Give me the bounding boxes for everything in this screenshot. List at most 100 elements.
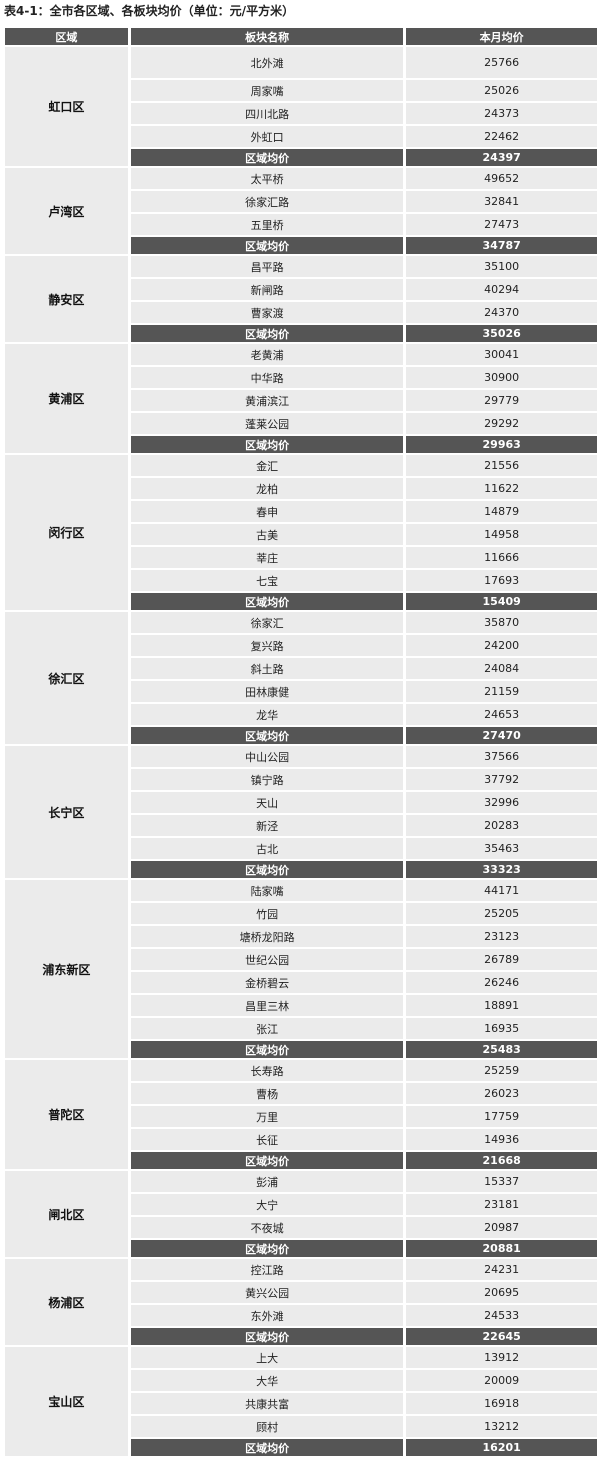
- district-average-row: 区域均价 33323: [5, 861, 597, 878]
- header-monthly-avg: 本月均价: [406, 28, 597, 45]
- block-name: 龙华: [130, 704, 404, 725]
- district-average-row: 区域均价 35026: [5, 325, 597, 342]
- average-label: 区域均价: [130, 727, 404, 744]
- block-name: 东外滩: [130, 1305, 404, 1326]
- table-row: 顾村 13212: [5, 1416, 597, 1437]
- block-price: 25205: [406, 903, 597, 924]
- block-name: 大华: [130, 1370, 404, 1391]
- table-row: 莘庄 11666: [5, 547, 597, 568]
- table-row: 田林康健 21159: [5, 681, 597, 702]
- table-row: 不夜城 20987: [5, 1217, 597, 1238]
- block-price: 24370: [406, 302, 597, 323]
- district-average-row: 区域均价 24397: [5, 149, 597, 166]
- district-name: 长宁区: [5, 746, 128, 878]
- block-price: 30900: [406, 367, 597, 388]
- block-name: 彭浦: [130, 1171, 404, 1192]
- block-name: 顾村: [130, 1416, 404, 1437]
- table-row: 大华 20009: [5, 1370, 597, 1391]
- block-name: 金桥碧云: [130, 972, 404, 993]
- header-row: 区域 板块名称 本月均价: [5, 28, 597, 45]
- block-price: 26246: [406, 972, 597, 993]
- average-label: 区域均价: [130, 1328, 404, 1345]
- district-average-row: 区域均价 29963: [5, 436, 597, 453]
- district-average-row: 区域均价 21668: [5, 1152, 597, 1169]
- table-row: 闵行区 金汇 21556: [5, 455, 597, 610]
- table-row: 浦东新区 陆家嘴 44171: [5, 880, 597, 1058]
- table-row: 外虹口 22462: [5, 126, 597, 147]
- block-name: 共康共富: [130, 1393, 404, 1414]
- block-price: 44171: [406, 880, 597, 901]
- block-price: 35100: [406, 256, 597, 277]
- table-row: 五里桥 27473: [5, 214, 597, 235]
- table-row: 张江 16935: [5, 1018, 597, 1039]
- block-price: 32996: [406, 792, 597, 813]
- average-value: 27470: [406, 727, 597, 744]
- district-name: 闵行区: [5, 455, 128, 610]
- average-label: 区域均价: [130, 1152, 404, 1169]
- block-price: 16935: [406, 1018, 597, 1039]
- table-row: 万里 17759: [5, 1106, 597, 1127]
- table-row: 长宁区 中山公园 37566: [5, 746, 597, 878]
- block-price: 24084: [406, 658, 597, 679]
- table-row: 黄浦区 老黄浦 30041: [5, 344, 597, 453]
- block-name: 北外滩: [130, 47, 404, 78]
- block-name: 陆家嘴: [130, 880, 404, 901]
- block-price: 21556: [406, 455, 597, 476]
- block-price: 21159: [406, 681, 597, 702]
- average-value: 33323: [406, 861, 597, 878]
- block-name: 塘桥龙阳路: [130, 926, 404, 947]
- block-name: 天山: [130, 792, 404, 813]
- table-row: 徐汇区 徐家汇 35870: [5, 612, 597, 744]
- block-name: 老黄浦: [130, 344, 404, 365]
- block-name: 中华路: [130, 367, 404, 388]
- average-value: 16201: [406, 1439, 597, 1456]
- block-price: 35463: [406, 838, 597, 859]
- block-price: 25026: [406, 80, 597, 101]
- block-price: 32841: [406, 191, 597, 212]
- block-price: 11666: [406, 547, 597, 568]
- block-name: 五里桥: [130, 214, 404, 235]
- block-price: 24200: [406, 635, 597, 656]
- table-row: 塘桥龙阳路 23123: [5, 926, 597, 947]
- block-price: 37566: [406, 746, 597, 767]
- district-average-row: 区域均价 25483: [5, 1041, 597, 1058]
- block-name: 控江路: [130, 1259, 404, 1280]
- header-district: 区域: [5, 28, 128, 45]
- block-price: 22462: [406, 126, 597, 147]
- district-name: 浦东新区: [5, 880, 128, 1058]
- block-price: 40294: [406, 279, 597, 300]
- block-name: 竹园: [130, 903, 404, 924]
- table-row: 大宁 23181: [5, 1194, 597, 1215]
- district-average-row: 区域均价 20881: [5, 1240, 597, 1257]
- table-row: 七宝 17693: [5, 570, 597, 591]
- block-name: 曹杨: [130, 1083, 404, 1104]
- table-row: 东外滩 24533: [5, 1305, 597, 1326]
- block-name: 田林康健: [130, 681, 404, 702]
- block-price: 25259: [406, 1060, 597, 1081]
- block-price: 35870: [406, 612, 597, 633]
- block-price: 25766: [406, 47, 597, 78]
- block-price: 24653: [406, 704, 597, 725]
- block-price: 17693: [406, 570, 597, 591]
- table-row: 昌里三林 18891: [5, 995, 597, 1016]
- district-name: 卢湾区: [5, 168, 128, 254]
- table-row: 虹口区 北外滩 25766: [5, 47, 597, 166]
- block-name: 不夜城: [130, 1217, 404, 1238]
- block-name: 龙柏: [130, 478, 404, 499]
- average-label: 区域均价: [130, 149, 404, 166]
- table-row: 曹杨 26023: [5, 1083, 597, 1104]
- district-average-row: 区域均价 16201: [5, 1439, 597, 1456]
- block-name: 长征: [130, 1129, 404, 1150]
- block-price: 23181: [406, 1194, 597, 1215]
- district-name: 徐汇区: [5, 612, 128, 744]
- block-name: 镇宁路: [130, 769, 404, 790]
- district-name: 虹口区: [5, 47, 128, 166]
- table-row: 复兴路 24200: [5, 635, 597, 656]
- average-value: 34787: [406, 237, 597, 254]
- table-row: 中华路 30900: [5, 367, 597, 388]
- block-price: 11622: [406, 478, 597, 499]
- block-name: 莘庄: [130, 547, 404, 568]
- block-name: 黄兴公园: [130, 1282, 404, 1303]
- table-row: 龙柏 11622: [5, 478, 597, 499]
- table-row: 竹园 25205: [5, 903, 597, 924]
